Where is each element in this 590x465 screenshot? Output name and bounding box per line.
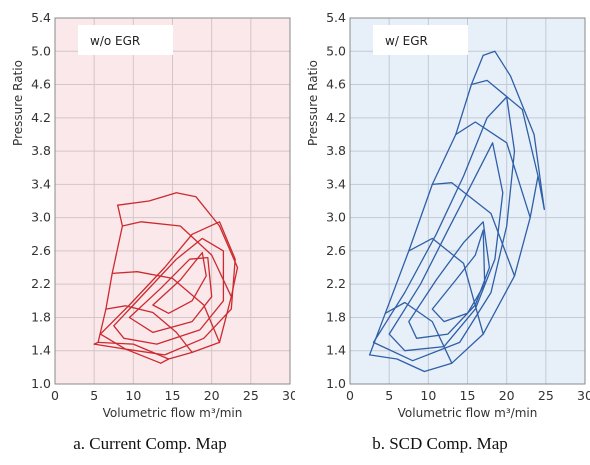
speed-line bbox=[408, 237, 484, 335]
y-tick-label: 3.0 bbox=[326, 210, 346, 225]
y-tick-label: 2.6 bbox=[31, 243, 51, 258]
plot-frame bbox=[349, 17, 586, 385]
legend-box bbox=[373, 25, 468, 55]
y-tick-label: 2.6 bbox=[326, 243, 346, 258]
y-tick-label: 4.6 bbox=[31, 77, 51, 92]
efficiency-island bbox=[408, 221, 491, 339]
y-tick-label: 3.8 bbox=[326, 143, 346, 158]
speed-line bbox=[455, 121, 531, 219]
chart-panel-current: w/o EGR 1.0 1.4 1.8 2.2 2.6 3.0 3.4 3.8 4.2 4.6 5.0… bbox=[11, 10, 295, 420]
efficiency-island bbox=[431, 229, 486, 323]
x-tick-label: 10 bbox=[125, 388, 141, 403]
x-tick-label: 15 bbox=[165, 388, 181, 403]
y-tick-label: 1.0 bbox=[326, 376, 346, 391]
speed-line bbox=[111, 271, 221, 344]
x-tick-label: 25 bbox=[243, 388, 259, 403]
legend-box bbox=[78, 25, 173, 55]
x-tick-label: 20 bbox=[204, 388, 220, 403]
y-tick-label: 4.2 bbox=[31, 110, 51, 125]
y-tick-label: 3.8 bbox=[31, 143, 51, 158]
efficiency-island bbox=[388, 142, 504, 352]
speed-line bbox=[470, 79, 539, 177]
x-tick-label: 10 bbox=[420, 388, 436, 403]
y-tick-label: 2.2 bbox=[31, 276, 51, 291]
speed-line bbox=[384, 301, 453, 364]
surge-line bbox=[93, 204, 124, 345]
speed-line bbox=[431, 182, 516, 277]
legend-label: w/ EGR bbox=[385, 34, 428, 48]
y-tick-label: 5.4 bbox=[31, 10, 51, 25]
caption-scd-comp-map: b. SCD Comp. Map bbox=[372, 434, 508, 453]
speed-line bbox=[105, 305, 193, 354]
speed-line bbox=[121, 221, 232, 298]
speed-line bbox=[117, 192, 239, 269]
legend-label: w/o EGR bbox=[90, 34, 140, 48]
speed-line bbox=[93, 343, 162, 364]
choke-line bbox=[160, 266, 239, 364]
x-tick-label: 20 bbox=[499, 388, 515, 403]
x-tick-label: 15 bbox=[460, 388, 476, 403]
y-tick-label: 1.8 bbox=[31, 309, 51, 324]
y-axis-title: Pressure Ratio bbox=[306, 60, 320, 146]
speed-line bbox=[97, 341, 170, 360]
x-tick-label: 25 bbox=[538, 388, 554, 403]
x-axis-title: Volumetric flow m³/min bbox=[103, 406, 243, 420]
x-tick-label: 0 bbox=[51, 388, 59, 403]
y-tick-label: 1.4 bbox=[326, 343, 346, 358]
efficiency-island bbox=[372, 96, 516, 362]
x-tick-label: 30 bbox=[282, 388, 295, 403]
y-tick-label: 5.0 bbox=[326, 43, 346, 58]
y-tick-label: 4.6 bbox=[326, 77, 346, 92]
y-tick-label: 3.0 bbox=[31, 210, 51, 225]
x-tick-label: 0 bbox=[346, 388, 354, 403]
chart-panel-scd: w/ EGR 1.0 1.4 1.8 2.2 2.6 3.0 3.4 3.8 4.2 4.6 5.0 5… bbox=[306, 10, 590, 420]
x-tick-label: 30 bbox=[577, 388, 590, 403]
efficiency-island bbox=[99, 221, 236, 356]
speed-line bbox=[482, 50, 545, 210]
caption-current-comp-map: a. Current Comp. Map bbox=[73, 434, 227, 453]
y-tick-label: 3.4 bbox=[326, 176, 346, 191]
y-tick-label: 5.0 bbox=[31, 43, 51, 58]
y-tick-label: 1.8 bbox=[326, 309, 346, 324]
surge-line bbox=[368, 54, 484, 356]
x-axis-title: Volumetric flow m³/min bbox=[398, 406, 538, 420]
efficiency-island bbox=[128, 256, 213, 334]
y-tick-label: 1.4 bbox=[31, 343, 51, 358]
y-tick-label: 2.2 bbox=[326, 276, 346, 291]
x-tick-label: 5 bbox=[90, 388, 98, 403]
choke-line bbox=[423, 175, 545, 373]
speed-line bbox=[368, 354, 426, 373]
y-tick-label: 1.0 bbox=[31, 376, 51, 391]
y-tick-label: 4.2 bbox=[326, 110, 346, 125]
plot-frame bbox=[54, 17, 291, 385]
x-tick-label: 5 bbox=[385, 388, 393, 403]
y-tick-label: 5.4 bbox=[326, 10, 346, 25]
y-tick-label: 3.4 bbox=[31, 176, 51, 191]
y-axis-title: Pressure Ratio bbox=[11, 60, 25, 146]
efficiency-island bbox=[152, 251, 207, 314]
